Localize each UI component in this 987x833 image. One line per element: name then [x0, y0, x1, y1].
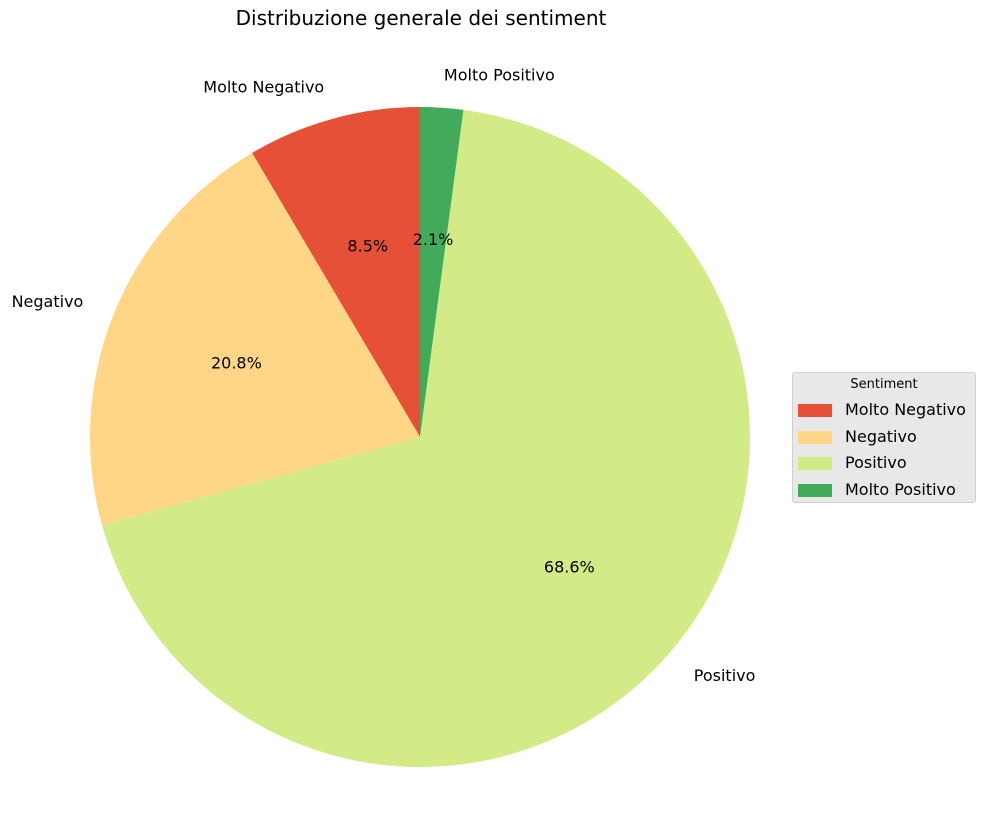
category-label-negativo: Negativo: [12, 292, 84, 311]
pie-slices: [90, 107, 750, 768]
legend-label: Molto Positivo: [845, 480, 956, 499]
category-label-molto-negativo: Molto Negativo: [203, 77, 324, 96]
category-label-molto-positivo: Molto Positivo: [444, 65, 555, 84]
legend-swatch: [798, 404, 832, 417]
legend-item-molto-negativo: Molto Negativo: [798, 400, 973, 422]
percent-label-molto-positivo: 2.1%: [413, 230, 454, 249]
pie-slice-molto-negativo: [252, 107, 420, 437]
percent-label-negativo: 20.8%: [211, 353, 262, 372]
chart-title: Distribuzione generale dei sentiment: [235, 6, 607, 30]
legend-item-negativo: Negativo: [798, 427, 973, 449]
legend-swatch: [798, 484, 832, 497]
pie-slice-positivo: [101, 109, 750, 768]
percent-label-molto-negativo: 8.5%: [347, 237, 388, 256]
category-label-positivo: Positivo: [694, 666, 756, 685]
legend-label: Positivo: [845, 453, 907, 472]
category-labels: Molto Negativo Negativo Positivo Molto Posi…: [12, 65, 756, 685]
percent-labels: 8.5% 20.8% 68.6% 2.1%: [211, 230, 595, 577]
legend: Sentiment Molto Negativo Negativo Positi…: [792, 372, 976, 503]
legend-label: Molto Negativo: [845, 400, 966, 419]
legend-swatch: [798, 431, 832, 444]
legend-item-positivo: Positivo: [798, 453, 973, 475]
legend-item-molto-positivo: Molto Positivo: [798, 480, 973, 502]
legend-swatch: [798, 457, 832, 470]
legend-title: Sentiment: [850, 377, 918, 392]
pie-slice-negativo: [90, 152, 420, 526]
pie-slice-molto-positivo: [420, 107, 464, 437]
legend-label: Negativo: [845, 427, 917, 446]
percent-label-positivo: 68.6%: [544, 558, 595, 577]
